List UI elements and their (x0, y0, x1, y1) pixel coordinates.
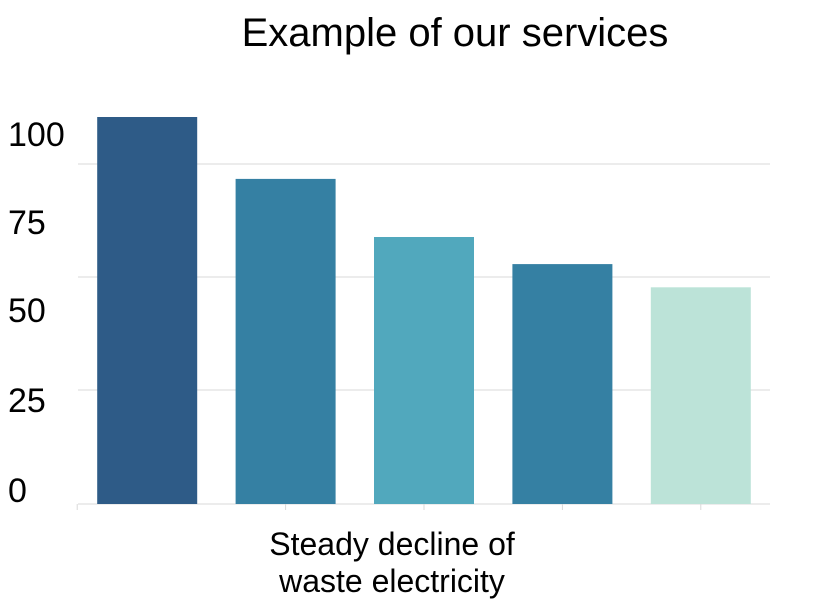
y-tick-label: 0 (8, 472, 27, 510)
x-axis-label-line-1: Steady decline of (269, 526, 515, 562)
bar (97, 117, 198, 504)
y-tick-label: 50 (8, 292, 46, 330)
chart-title: Example of our services (242, 11, 669, 55)
bar (374, 237, 474, 504)
y-tick-label: 25 (8, 382, 46, 420)
y-axis: 0 25 50 75 100 (8, 116, 65, 510)
y-tick-label: 100 (8, 116, 65, 154)
bars (76, 117, 751, 510)
bar (650, 287, 751, 504)
x-axis-label-line-2: waste electricity (278, 563, 505, 599)
y-tick-label: 75 (8, 204, 46, 242)
bar (512, 264, 613, 504)
bar (235, 178, 336, 504)
